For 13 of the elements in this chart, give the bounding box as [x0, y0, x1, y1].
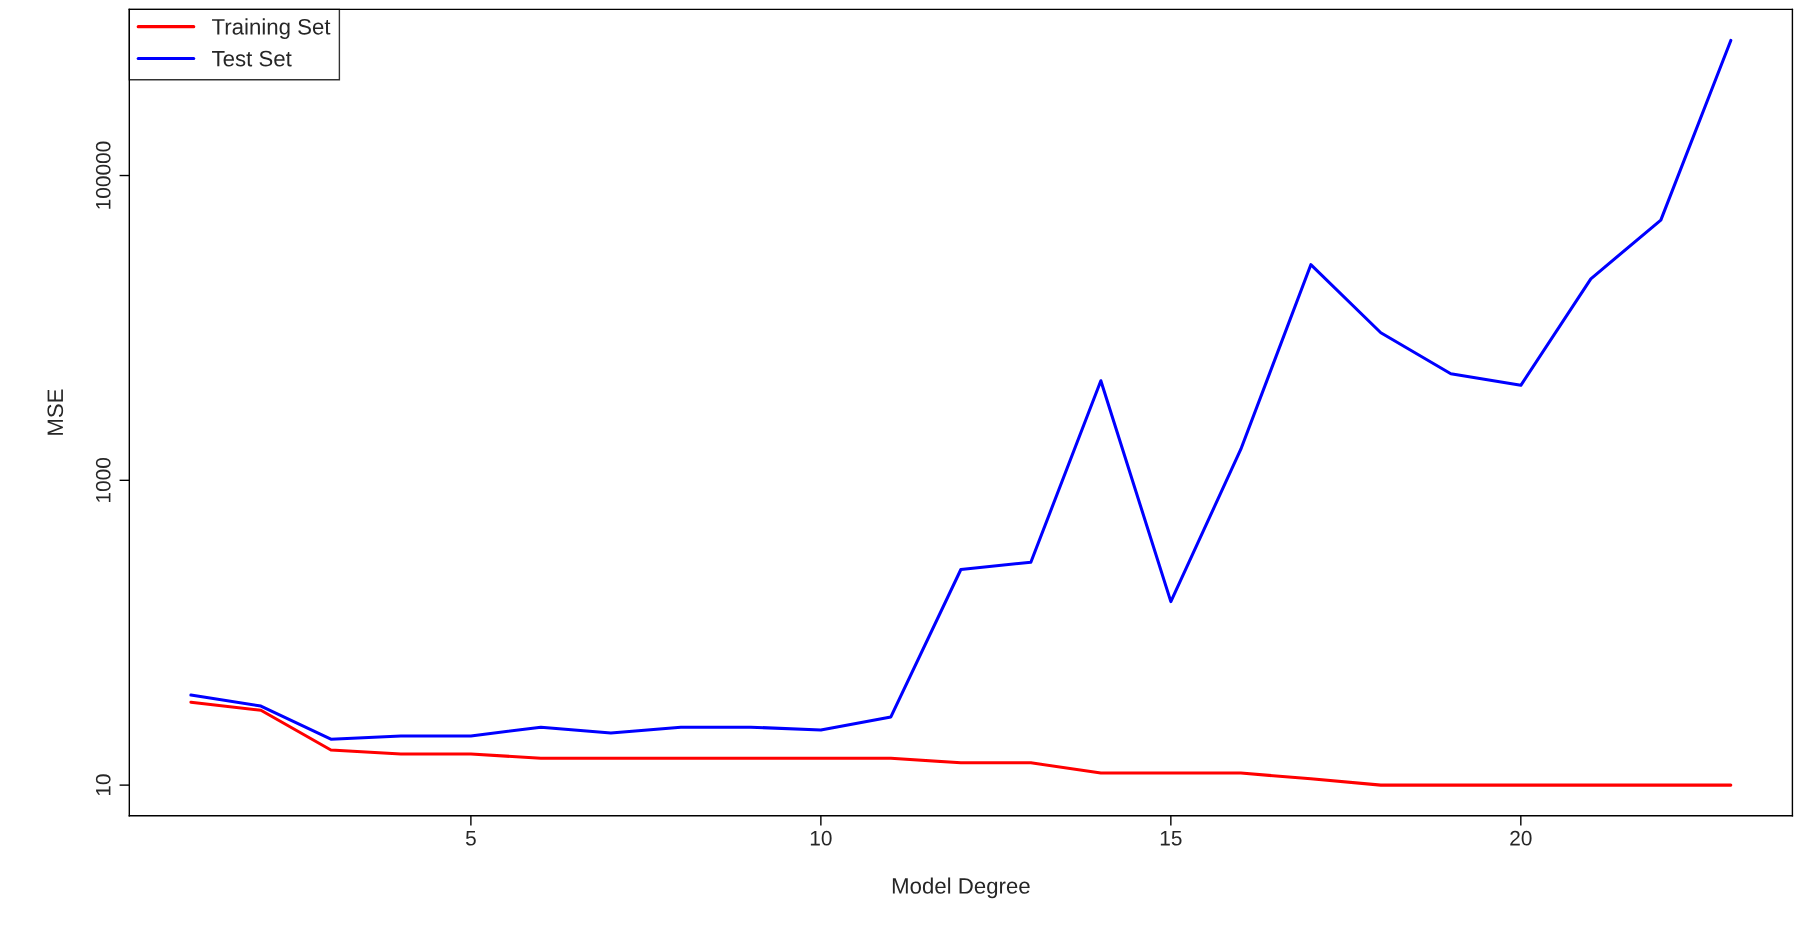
legend-label: Test Set	[212, 50, 292, 67]
y-tick-label: 100000	[95, 141, 111, 209]
y-tick-label: 10	[95, 774, 111, 796]
x-tick-label: 10	[810, 830, 832, 846]
x-tick-label: 5	[465, 831, 476, 846]
x-tick-label: 15	[1160, 831, 1182, 846]
line-series	[189, 700, 1733, 787]
legend-label: Training Set	[212, 18, 331, 40]
x-tick-label: 20	[1510, 830, 1532, 846]
x-axis-title: Model Degree	[892, 877, 1030, 899]
y-tick-label: 1000	[95, 457, 111, 502]
line-series	[189, 38, 1733, 741]
y-axis-title: MSE	[47, 389, 64, 435]
